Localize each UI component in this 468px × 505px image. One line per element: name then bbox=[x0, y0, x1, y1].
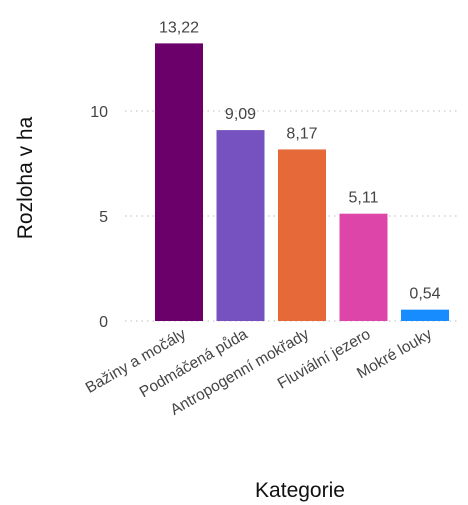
bar bbox=[401, 309, 449, 321]
bars bbox=[155, 43, 449, 321]
data-label: 5,11 bbox=[349, 190, 379, 207]
y-tick-label: 0 bbox=[99, 314, 108, 331]
data-labels: 13,22 9,09 8,17 5,11 0,54 bbox=[159, 19, 441, 302]
y-axis-title: Rozloha v ha bbox=[14, 116, 37, 239]
y-tick-label: 10 bbox=[90, 104, 108, 121]
data-label: 9,09 bbox=[225, 106, 256, 123]
y-axis-ticks: 0 5 10 bbox=[90, 104, 108, 331]
x-axis-title: Kategorie bbox=[255, 479, 345, 502]
bar bbox=[278, 149, 326, 321]
data-label: 0,54 bbox=[409, 286, 440, 303]
bar bbox=[216, 130, 265, 321]
data-label: 13,22 bbox=[159, 19, 199, 36]
y-tick-label: 5 bbox=[99, 209, 108, 226]
bar bbox=[339, 213, 388, 321]
data-label: 8,17 bbox=[286, 125, 317, 142]
bar bbox=[155, 43, 203, 321]
